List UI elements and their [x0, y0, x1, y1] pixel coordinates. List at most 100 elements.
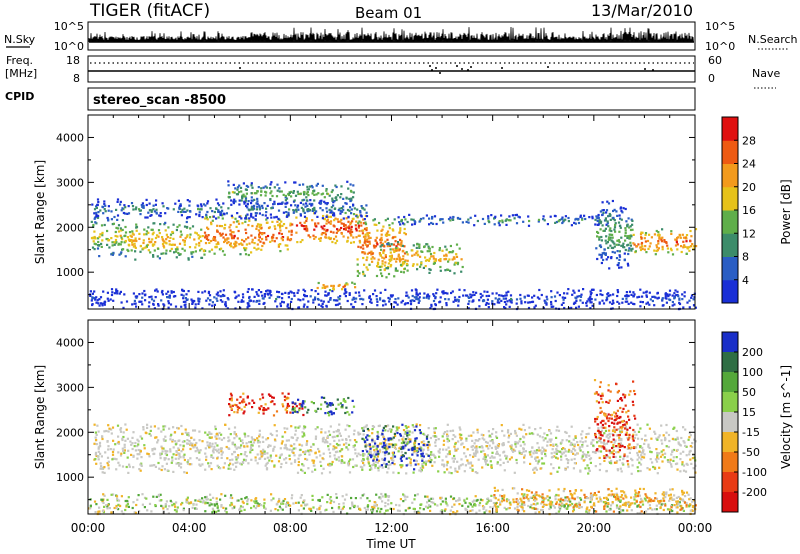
power-cell	[241, 222, 244, 225]
power-cell	[145, 245, 148, 248]
velocity-cell	[328, 462, 331, 465]
power-cell	[165, 292, 168, 295]
power-cell	[346, 226, 349, 229]
power-cell	[217, 209, 220, 212]
power-cell	[364, 223, 368, 226]
velocity-cell	[319, 504, 322, 508]
velocity-cell	[587, 472, 590, 475]
velocity-cell	[473, 503, 476, 506]
velocity-cell	[231, 463, 235, 466]
power-cell	[419, 217, 423, 221]
power-cell	[255, 248, 258, 251]
power-cell	[630, 218, 633, 221]
velocity-cell	[280, 462, 283, 466]
velocity-cell	[125, 428, 128, 431]
velocity-cell	[409, 461, 412, 464]
power-cell	[349, 183, 352, 186]
power-cell	[385, 276, 388, 279]
velocity-cell	[630, 457, 633, 460]
power-cell	[626, 262, 629, 265]
velocity-cell	[605, 442, 609, 445]
velocity-cell	[287, 504, 290, 507]
velocity-cell	[292, 447, 295, 450]
power-cell	[385, 267, 388, 270]
power-cell	[344, 288, 347, 291]
power-cell	[422, 217, 425, 220]
power-cell	[94, 298, 97, 301]
power-cell	[455, 255, 459, 258]
power-cell	[151, 244, 155, 247]
velocity-cell	[298, 454, 301, 457]
velocity-cell	[233, 443, 236, 446]
velocity-cell	[180, 450, 183, 453]
power-cell	[226, 307, 229, 310]
power-cell	[208, 303, 211, 306]
power-cell	[333, 237, 336, 241]
velocity-cell	[373, 440, 376, 443]
velocity-cell	[565, 439, 568, 442]
power-cell	[640, 235, 643, 238]
velocity-cell	[212, 496, 215, 499]
power-cell	[629, 244, 632, 247]
velocity-cell	[173, 508, 177, 512]
velocity-cell	[546, 434, 549, 437]
velocity-cell	[133, 511, 136, 514]
velocity-cell	[522, 503, 525, 506]
power-cell	[243, 200, 246, 203]
power-cell	[629, 241, 632, 244]
velocity-cell	[676, 511, 679, 514]
velocity-cell	[303, 471, 306, 474]
velocity-cell	[101, 471, 104, 474]
velocity-cell	[153, 464, 156, 467]
velocity-cell	[458, 426, 461, 429]
velocity-cell	[363, 464, 366, 467]
power-cell	[375, 274, 379, 278]
power-cell	[224, 239, 227, 242]
velocity-cell	[426, 495, 429, 498]
velocity-cell	[143, 496, 147, 499]
power-cell	[577, 305, 580, 308]
power-cell	[383, 264, 386, 267]
velocity-cell	[257, 504, 260, 507]
power-cell	[418, 245, 421, 248]
power-cell	[359, 298, 362, 301]
power-cell	[456, 263, 459, 266]
power-cell	[96, 198, 100, 201]
power-cell	[322, 214, 325, 218]
velocity-cell	[533, 467, 536, 470]
power-cell	[362, 229, 365, 232]
power-cell	[430, 255, 433, 258]
power-y-tick-label: 1000	[56, 266, 84, 279]
power-cell	[624, 231, 627, 235]
velocity-cell	[145, 497, 148, 500]
velocity-cell	[264, 464, 267, 467]
velocity-cell	[161, 505, 164, 508]
velocity-cell	[478, 504, 481, 507]
power-cell	[198, 241, 201, 245]
power-cell	[675, 241, 678, 244]
power-cell	[498, 224, 501, 227]
velocity-cell	[345, 446, 348, 449]
power-cell	[581, 301, 584, 304]
power-cell	[335, 185, 338, 189]
velocity-cell	[341, 495, 344, 498]
power-cell	[261, 244, 264, 248]
power-cell	[193, 300, 196, 303]
power-cell	[581, 217, 584, 220]
velocity-cell	[544, 497, 548, 500]
velocity-cell	[347, 462, 350, 465]
power-cell	[596, 230, 599, 234]
velocity-cell	[564, 450, 567, 453]
power-cell	[379, 268, 382, 272]
velocity-cell	[302, 507, 305, 510]
power-cell	[352, 236, 355, 239]
power-cell	[340, 222, 343, 225]
velocity-cell	[604, 429, 608, 432]
power-cell	[204, 204, 207, 207]
velocity-cell	[528, 451, 531, 454]
velocity-cell	[544, 449, 547, 452]
power-cell	[487, 302, 490, 305]
velocity-cell	[290, 436, 293, 439]
velocity-cell	[119, 428, 122, 431]
power-cell	[162, 205, 165, 208]
